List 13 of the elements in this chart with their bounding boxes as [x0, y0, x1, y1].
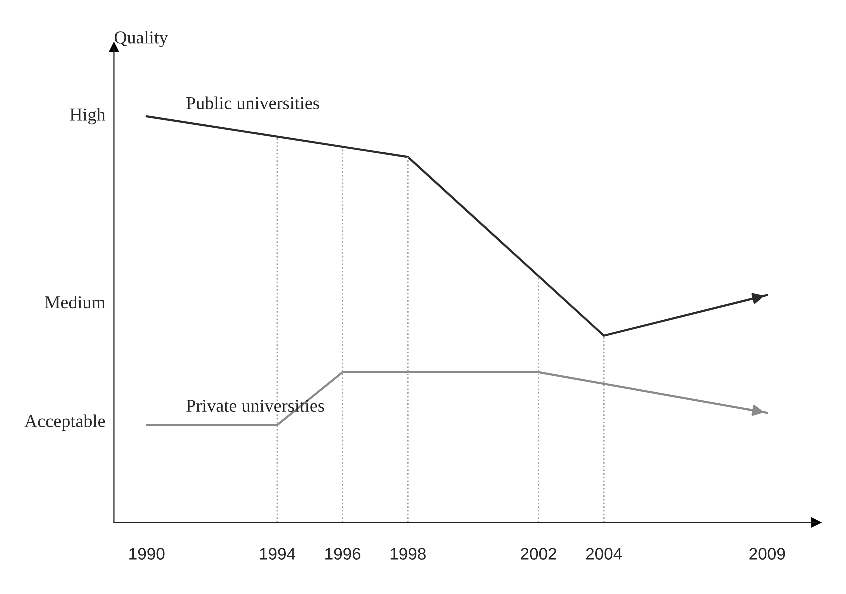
text: High [70, 108, 106, 125]
x-tick-label: 2009 [750, 548, 786, 560]
y-axis-title: Quality [114, 31, 168, 48]
series-label: Public universities [186, 96, 320, 110]
x-tick-label: 1996 [326, 548, 361, 560]
text: Medium [45, 296, 106, 309]
series-label: Private universities [186, 400, 324, 412]
x-tick-label: 1998 [390, 548, 426, 560]
x-tick-label: 2004 [586, 548, 622, 560]
x-tick-label: 1990 [130, 548, 165, 560]
text: Acceptable [24, 414, 106, 432]
x-tick-label: 2002 [521, 548, 556, 560]
x-tick-label: 1994 [260, 548, 296, 560]
